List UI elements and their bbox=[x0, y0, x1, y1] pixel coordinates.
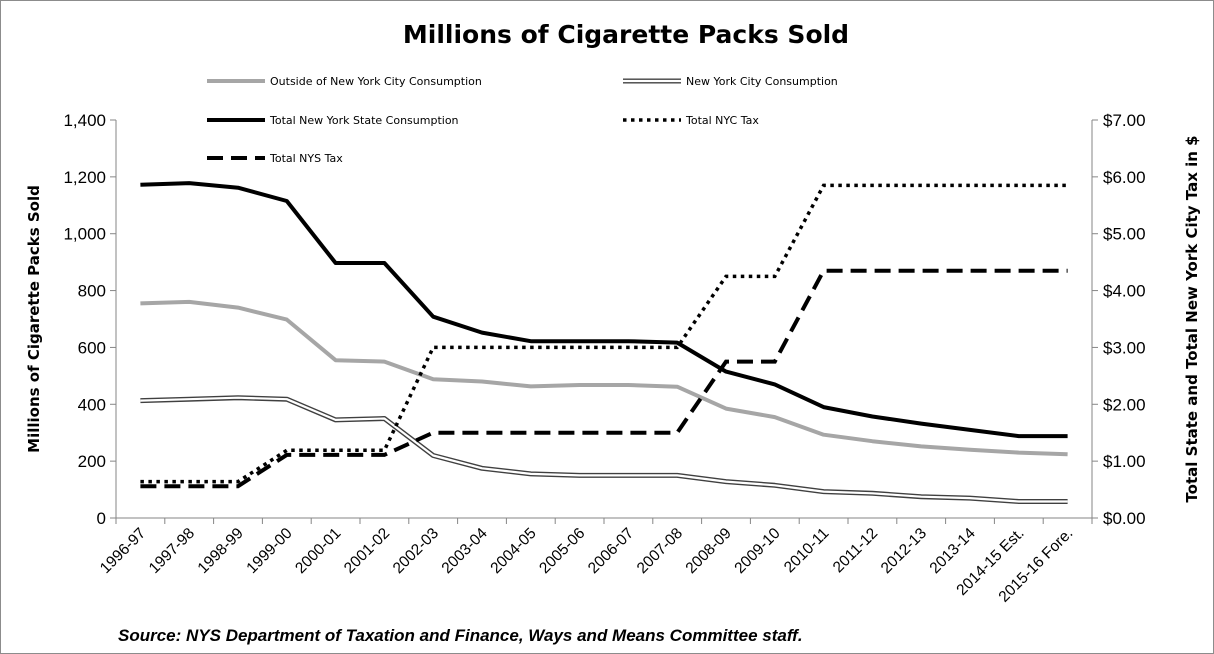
x-tick-label: 2011-12 bbox=[830, 525, 881, 576]
series-line bbox=[140, 181, 1068, 439]
x-tick-label: 2008-09 bbox=[683, 525, 735, 577]
x-tick-label: 2006-07 bbox=[585, 525, 637, 577]
x-tick-label: 2012-13 bbox=[878, 525, 930, 577]
y2-tick-label: $6.00 bbox=[1103, 168, 1146, 187]
series-line bbox=[140, 299, 1068, 457]
y-tick-label: 0 bbox=[97, 509, 106, 528]
y2-tick-label: $1.00 bbox=[1103, 452, 1146, 471]
x-tick-label: 2000-01 bbox=[292, 525, 344, 577]
y-tick-label: 200 bbox=[78, 452, 106, 471]
y2-tick-label: $5.00 bbox=[1103, 225, 1146, 244]
series-total-new-york-state-consumption bbox=[140, 181, 1068, 439]
y2-tick-label: $0.00 bbox=[1103, 509, 1146, 528]
legend-label: Total NYC Tax bbox=[685, 114, 759, 127]
x-tick-label: 2010-11 bbox=[781, 525, 832, 576]
x-tick-label: 2002-03 bbox=[390, 525, 442, 577]
legend-item: Total New York State Consumption bbox=[207, 114, 459, 127]
x-tick-label: 2001-02 bbox=[341, 525, 393, 577]
x-tick-label: 2003-04 bbox=[439, 525, 492, 578]
y2-tick-label: $7.00 bbox=[1103, 111, 1146, 130]
x-tick-label: 1998-99 bbox=[195, 525, 247, 577]
y-tick-label: 400 bbox=[78, 395, 106, 414]
legend-item: Total NYC Tax bbox=[623, 114, 759, 127]
x-tick-label: 2009-10 bbox=[731, 525, 784, 578]
y2-axis-label: Total State and Total New York City Tax … bbox=[1183, 135, 1201, 502]
legend-label: Total New York State Consumption bbox=[269, 114, 459, 127]
legend-label: Total NYS Tax bbox=[269, 152, 343, 165]
y-tick-label: 600 bbox=[78, 338, 106, 357]
x-tick-label: 2005-06 bbox=[536, 525, 588, 577]
x-tick-label: 1996-97 bbox=[97, 525, 149, 577]
series-line bbox=[140, 183, 1068, 484]
series-outside-of-new-york-city-consumption bbox=[140, 299, 1068, 457]
legend-item: Outside of New York City Consumption bbox=[207, 75, 482, 88]
series-group bbox=[140, 181, 1068, 504]
legend: Outside of New York City Consumption New … bbox=[207, 75, 838, 165]
y2-tick-label: $2.00 bbox=[1103, 395, 1146, 414]
legend-label: Outside of New York City Consumption bbox=[270, 75, 482, 88]
series-line bbox=[140, 268, 1068, 489]
series-line-inner bbox=[140, 396, 1068, 503]
legend-item: New York City Consumption bbox=[623, 75, 838, 88]
legend-label: New York City Consumption bbox=[686, 75, 838, 88]
x-tick-label: 1997-98 bbox=[146, 525, 198, 577]
series-line-outer bbox=[140, 395, 1068, 504]
y-tick-label: 800 bbox=[78, 282, 106, 301]
y-tick-label: 1,200 bbox=[63, 168, 106, 187]
chart-title: Millions of Cigarette Packs Sold bbox=[403, 20, 849, 49]
x-tick-label: 2007-08 bbox=[634, 525, 686, 577]
y-axis-label: Millions of Cigarette Packs Sold bbox=[25, 185, 43, 453]
series-total-nys-tax bbox=[140, 268, 1068, 489]
y-tick-label: 1,400 bbox=[63, 111, 106, 130]
y-tick-label: 1,000 bbox=[63, 225, 106, 244]
legend-item: Total NYS Tax bbox=[207, 152, 343, 165]
x-tick-label: 1999-00 bbox=[243, 525, 296, 578]
y2-tick-label: $4.00 bbox=[1103, 282, 1146, 301]
source-note: Source: NYS Department of Taxation and F… bbox=[118, 626, 803, 645]
x-tick-label: 2004-05 bbox=[487, 525, 539, 577]
y2-tick-label: $3.00 bbox=[1103, 338, 1146, 357]
series-total-nyc-tax bbox=[140, 183, 1068, 484]
series-new-york-city-consumption bbox=[140, 395, 1068, 504]
